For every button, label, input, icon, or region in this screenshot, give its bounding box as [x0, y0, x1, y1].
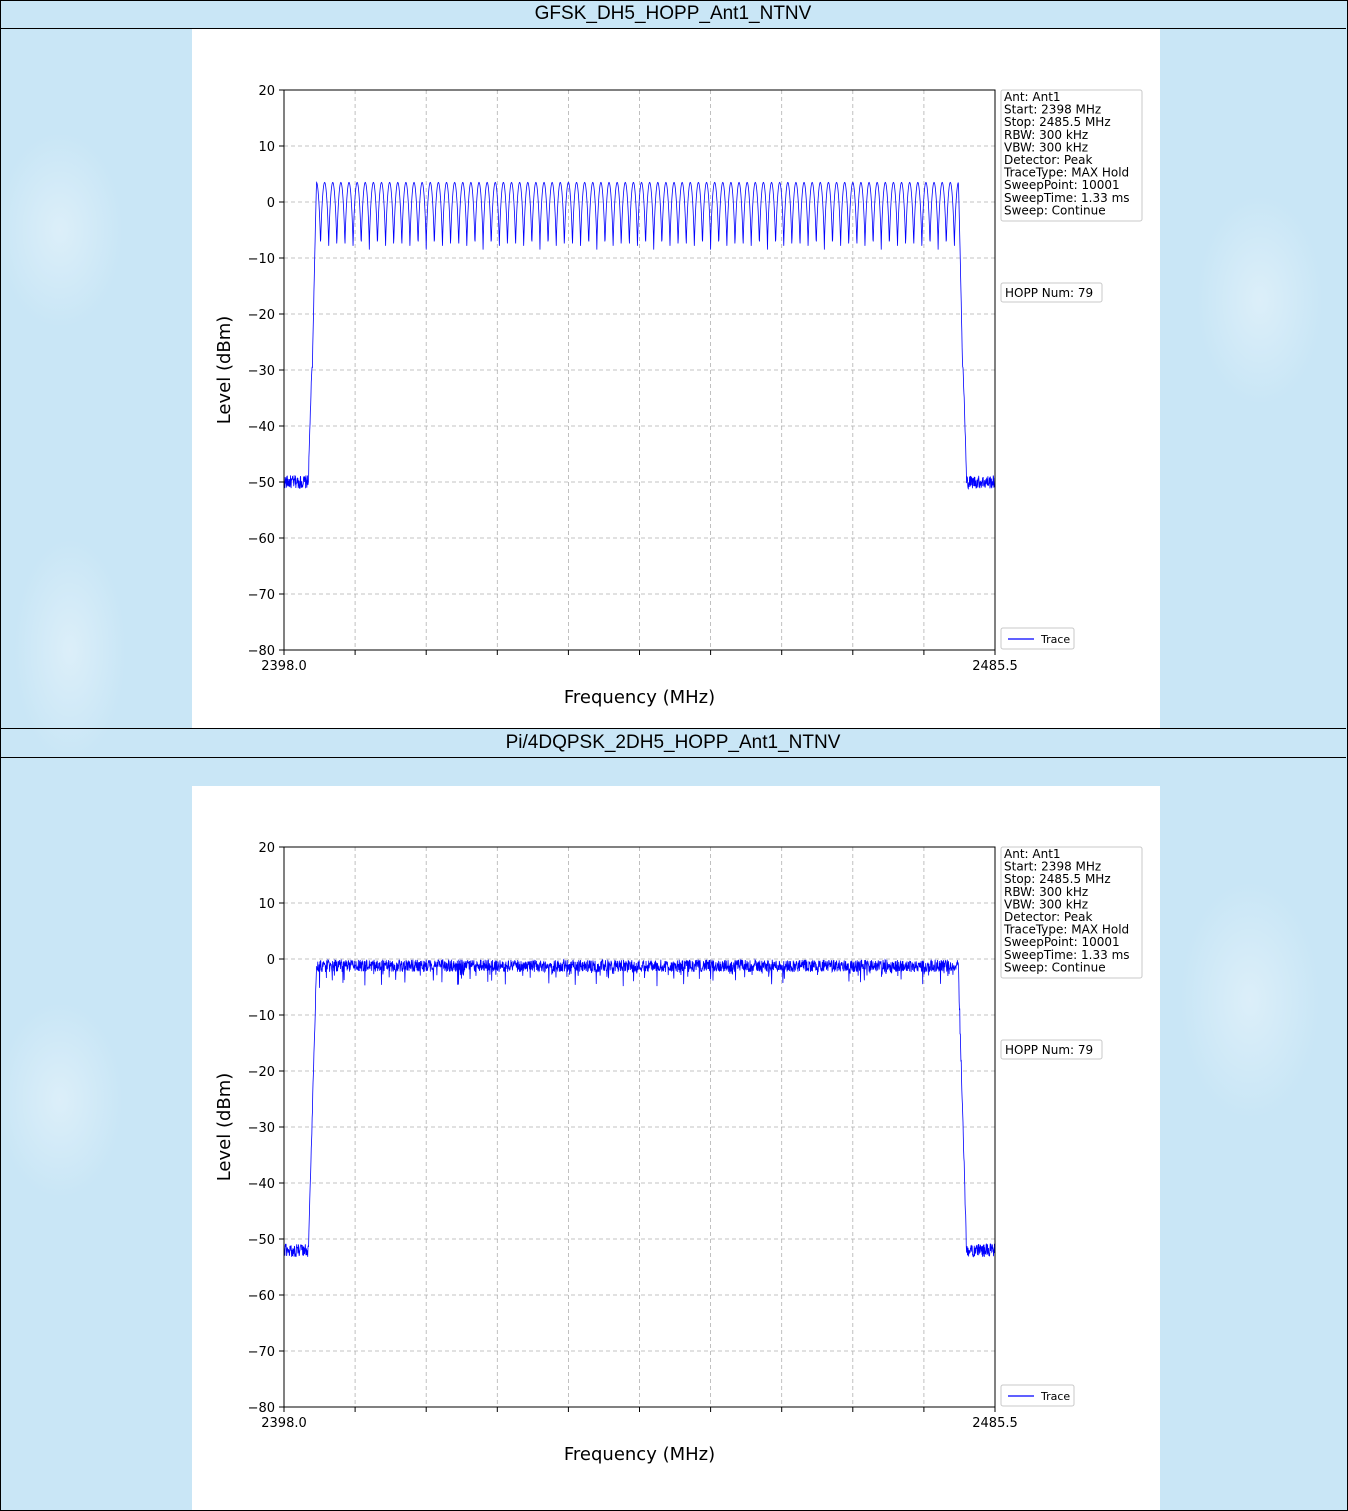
x-axis-label: Frequency (MHz)	[564, 687, 715, 708]
info-box-line: RBW: 300 kHz	[1004, 128, 1088, 142]
info-box-line: Stop: 2485.5 MHz	[1004, 872, 1111, 886]
info-box-line: Detector: Peak	[1004, 910, 1092, 924]
y-tick-label: 10	[258, 897, 275, 912]
y-tick-label: 0	[267, 953, 275, 968]
y-tick-label: −30	[248, 1121, 275, 1136]
info-box-line: Start: 2398 MHz	[1004, 103, 1101, 117]
y-tick-label: 20	[258, 84, 275, 99]
y-tick-label: −70	[248, 1345, 275, 1360]
info-box-line: Sweep: Continue	[1004, 960, 1106, 974]
trace-line	[284, 958, 995, 1258]
y-tick-label: −80	[248, 1401, 275, 1416]
info-box	[1000, 846, 1143, 979]
plot-area-border	[283, 89, 996, 651]
y-tick-label: −20	[248, 1065, 275, 1080]
y-tick-label: −50	[248, 476, 275, 491]
y-tick-label: −50	[248, 1233, 275, 1248]
info-box-line: RBW: 300 kHz	[1004, 885, 1088, 899]
legend-label: Trace	[1040, 1390, 1070, 1403]
y-tick-label: −70	[248, 588, 275, 603]
x-tick-label: 2485.5	[972, 1416, 1018, 1431]
chart-panel-1: 20 10 0 −10 −20 −30 −40 −50 −60 −70 −80 2398.0 2485.…	[192, 29, 1160, 728]
info-box-line: VBW: 300 kHz	[1004, 140, 1088, 154]
info-box-line: Detector: Peak	[1004, 153, 1092, 167]
legend-box	[1000, 627, 1075, 650]
y-tick-label: −10	[248, 252, 275, 267]
info-box-line: Ant: Ant1	[1004, 90, 1061, 104]
y-tick-label: −40	[248, 1177, 275, 1192]
y-tick-label: −80	[248, 644, 275, 659]
info-box	[1000, 89, 1143, 222]
info-box-line: SweepPoint: 10001	[1004, 935, 1120, 949]
chart-panel-2: 20 10 0 −10 −20 −30 −40 −50 −60 −70 −80 2398.0 2485.…	[192, 786, 1160, 1510]
y-tick-label: −60	[248, 532, 275, 547]
info-box-line: SweepTime: 1.33 ms	[1004, 948, 1130, 962]
y-tick-label: −40	[248, 420, 275, 435]
info-box-line: Ant: Ant1	[1004, 847, 1061, 861]
legend-box	[1000, 1384, 1075, 1407]
y-tick-label: 20	[258, 841, 275, 856]
trace-line	[284, 181, 995, 490]
info-box-line: Start: 2398 MHz	[1004, 860, 1101, 874]
y-axis-label: Level (dBm)	[214, 316, 235, 425]
hopp-num-label: HOPP Num: 79	[1005, 1043, 1093, 1057]
y-tick-label: 10	[258, 140, 275, 155]
y-tick-label: −30	[248, 364, 275, 379]
section-title-1: GFSK_DH5_HOPP_Ant1_NTNV	[0, 0, 1346, 29]
plot-area-border	[283, 846, 996, 1408]
y-tick-label: −60	[248, 1289, 275, 1304]
y-tick-label: 0	[267, 196, 275, 211]
y-axis-label: Level (dBm)	[214, 1073, 235, 1182]
info-box-line: SweepPoint: 10001	[1004, 178, 1120, 192]
info-box-line: TraceType: MAX Hold	[1003, 923, 1129, 937]
legend-label: Trace	[1040, 633, 1070, 646]
x-tick-label: 2398.0	[261, 1416, 307, 1431]
info-box-line: VBW: 300 kHz	[1004, 897, 1088, 911]
section-title-2: Pi/4DQPSK_2DH5_HOPP_Ant1_NTNV	[0, 728, 1346, 758]
hopp-num-box	[1000, 282, 1103, 303]
x-tick-label: 2398.0	[261, 659, 307, 674]
x-axis-label: Frequency (MHz)	[564, 1444, 715, 1465]
x-tick-label: 2485.5	[972, 659, 1018, 674]
info-box-line: Stop: 2485.5 MHz	[1004, 115, 1111, 129]
info-box-line: TraceType: MAX Hold	[1003, 166, 1129, 180]
info-box-line: Sweep: Continue	[1004, 203, 1106, 217]
y-tick-label: −10	[248, 1009, 275, 1024]
hopp-num-label: HOPP Num: 79	[1005, 286, 1093, 300]
hopp-num-box	[1000, 1039, 1103, 1060]
info-box-line: SweepTime: 1.33 ms	[1004, 191, 1130, 205]
y-tick-label: −20	[248, 308, 275, 323]
